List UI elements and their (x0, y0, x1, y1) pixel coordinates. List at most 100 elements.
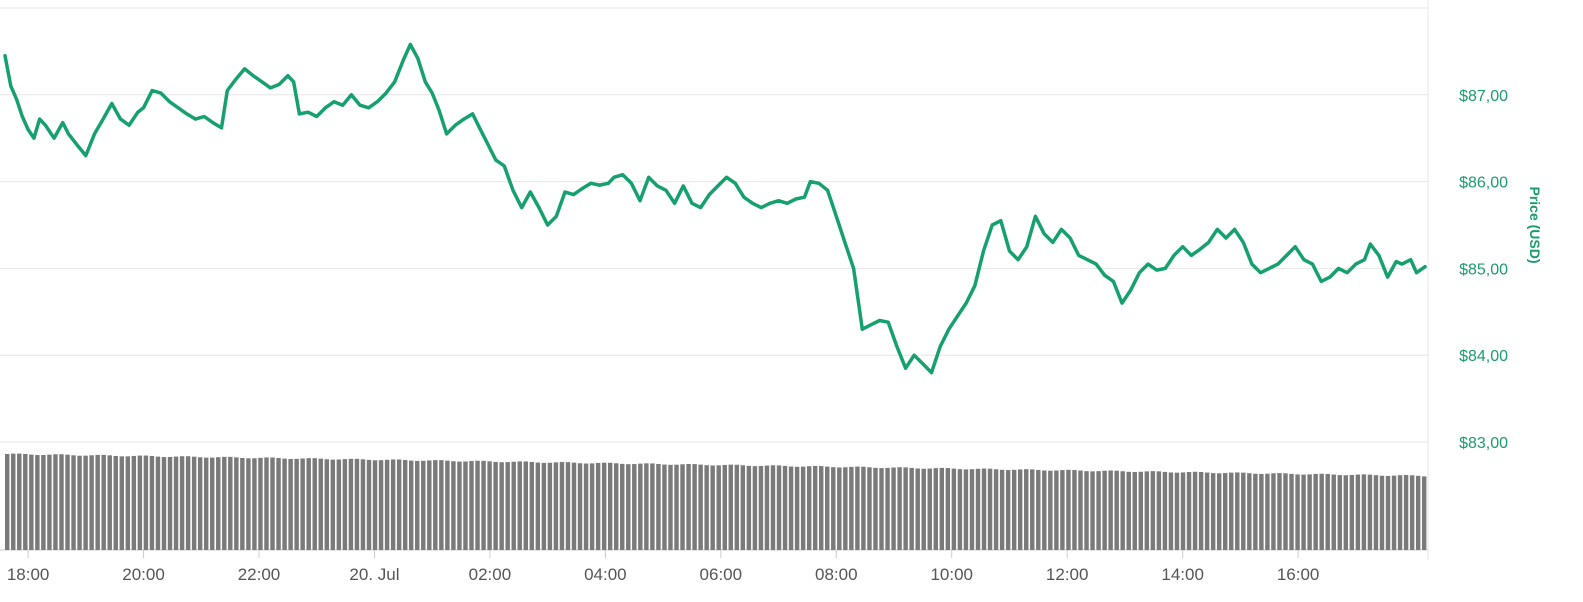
volume-bar (1108, 470, 1113, 550)
volume-bar (782, 465, 788, 550)
volume-bar (240, 457, 245, 550)
volume-bar (999, 469, 1005, 550)
volume-bar (246, 458, 251, 550)
volume-bar (258, 457, 263, 550)
volume-bar (372, 460, 378, 550)
volume-bar (1011, 469, 1017, 550)
volume-bar (493, 461, 498, 550)
volume-bar (794, 466, 800, 550)
volume-bar (155, 456, 161, 550)
volume-bar (1283, 473, 1288, 550)
x-tick-label: 14:00 (1161, 565, 1204, 584)
volume-bar (1421, 476, 1427, 550)
volume-bar (963, 469, 969, 550)
volume-bar (1186, 471, 1192, 550)
volume-bar (867, 467, 872, 550)
volume-bar (722, 464, 727, 550)
volume-bar (1030, 469, 1035, 550)
volume-bar (933, 468, 938, 550)
volume-bar (1331, 474, 1336, 550)
volume-bar (680, 464, 685, 550)
volume-bar (752, 466, 758, 550)
volume-bar (439, 460, 444, 550)
volume-bar (601, 462, 607, 550)
x-tick-label: 02:00 (469, 565, 512, 584)
volume-bar (1096, 471, 1101, 550)
volume-bar (927, 468, 932, 550)
volume-bar (1174, 472, 1180, 550)
y-tick-label: $83,00 (1459, 435, 1508, 452)
volume-bar (1253, 473, 1258, 550)
volume-bar (505, 462, 510, 550)
volume-bar (674, 464, 679, 550)
volume-bar (445, 460, 450, 550)
volume-bar (589, 463, 595, 550)
volume-bar (1204, 472, 1210, 550)
volume-bar (1325, 473, 1330, 550)
volume-bar (993, 469, 999, 550)
volume-bar (161, 457, 167, 550)
volume-bar (800, 466, 806, 550)
gridlines (0, 0, 1429, 560)
volume-bar (234, 457, 239, 550)
volume-bar (300, 458, 305, 550)
volume-bar (1295, 474, 1300, 550)
x-tick-label: 08:00 (815, 565, 858, 584)
volume-bar (1265, 473, 1270, 550)
volume-bar (1415, 475, 1421, 550)
volume-bar (1162, 471, 1168, 550)
volume-bar (861, 466, 866, 550)
volume-bar (1379, 475, 1385, 550)
volume-bar (1409, 475, 1415, 550)
volume-bar (487, 461, 492, 550)
x-tick-label: 12:00 (1046, 565, 1089, 584)
volume-bar (975, 468, 981, 550)
volume-bar (776, 465, 782, 550)
volume-bar (59, 454, 64, 550)
volume-bar (282, 458, 287, 550)
volume-bar (1138, 471, 1144, 550)
volume-bar (716, 465, 721, 550)
x-tick-label: 20. Jul (349, 565, 399, 584)
volume-bar (915, 468, 920, 550)
volume-bar (1072, 470, 1077, 550)
volume-bar (511, 461, 516, 550)
volume-bar (318, 458, 323, 550)
volume-bar (408, 460, 414, 550)
volume-bar (734, 464, 740, 550)
volume-bar (1235, 472, 1240, 550)
volume-bar (1349, 475, 1355, 550)
volume-bar (1343, 475, 1349, 550)
volume-bar (1222, 473, 1228, 550)
volume-bar (1271, 473, 1276, 550)
volume-bar (1210, 473, 1216, 550)
volume-bar (71, 455, 76, 550)
volume-bar (626, 464, 631, 550)
volume-bar (95, 454, 100, 550)
volume-bar (77, 455, 82, 550)
volume-bar (577, 463, 583, 550)
volume-bar (396, 459, 402, 550)
volume-bar (891, 467, 896, 550)
y-axis-title: Price (USD) (1527, 186, 1543, 263)
volume-bar (197, 457, 203, 550)
volume-bar (11, 453, 16, 550)
volume-bar (457, 461, 462, 550)
volume-bar (1313, 473, 1318, 550)
volume-bar (173, 456, 179, 550)
volume-bar (831, 467, 836, 550)
x-tick-label: 20:00 (122, 565, 165, 584)
volume-bar (1054, 470, 1059, 550)
volume-bar (939, 467, 945, 550)
volume-bar (89, 455, 94, 550)
volume-bar (29, 454, 34, 550)
volume-bar (17, 453, 22, 550)
volume-bar (1150, 471, 1156, 550)
volume-bar (1180, 472, 1186, 550)
volume-bar (119, 456, 124, 550)
volume-bar (559, 462, 565, 550)
volume-bar (595, 462, 601, 550)
volume-bar (704, 465, 709, 550)
volume-bar (1120, 471, 1125, 550)
volume-bar (1024, 469, 1029, 550)
